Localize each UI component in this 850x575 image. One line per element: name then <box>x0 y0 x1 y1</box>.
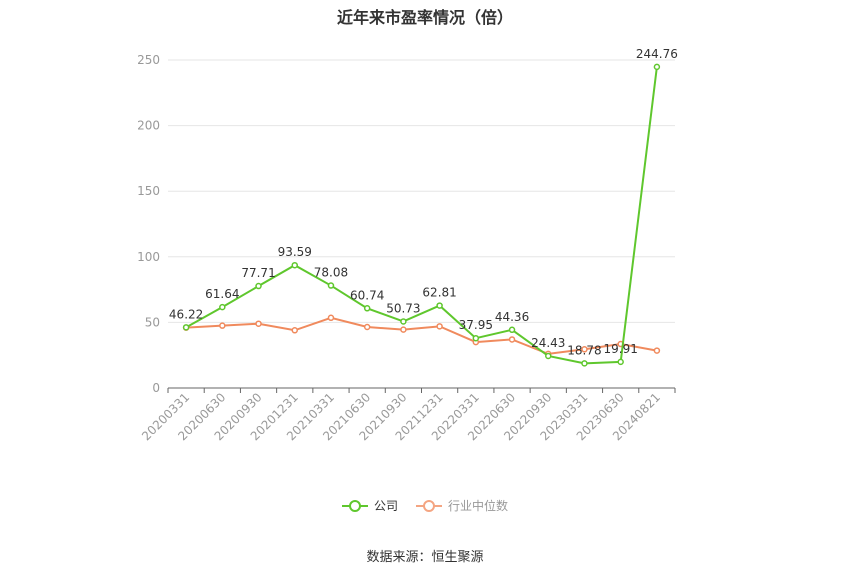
data-point[interactable] <box>436 302 443 309</box>
data-label: 78.08 <box>314 266 348 280</box>
data-point[interactable] <box>291 327 298 334</box>
data-point[interactable] <box>581 360 588 367</box>
legend-label-industry-median: 行业中位数 <box>448 499 509 513</box>
data-label: 61.64 <box>205 287 239 301</box>
data-point[interactable] <box>545 352 552 360</box>
x-axis: 2020033120200630202009302020123120210331… <box>139 387 676 443</box>
y-tick-label: 150 <box>137 184 160 198</box>
series-group <box>182 63 661 367</box>
data-label: 19.91 <box>603 342 637 356</box>
line-chart: 0 50 100 150 200 250 202003312020063020200930… <box>137 47 678 443</box>
data-point[interactable] <box>472 334 480 342</box>
data-point[interactable] <box>653 347 661 354</box>
data-source: 数据来源：恒生聚源 <box>366 550 484 565</box>
data-label: 24.43 <box>531 336 565 350</box>
data-point[interactable] <box>182 324 190 331</box>
data-point[interactable] <box>327 314 335 322</box>
legend-item-company[interactable]: 公司 <box>341 497 398 514</box>
data-point[interactable] <box>653 63 661 71</box>
chart-title: 近年来市盈率情况（倍） <box>336 8 513 27</box>
data-label: 18.78 <box>567 343 601 357</box>
y-axis-ticks: 0 50 100 150 200 250 <box>137 53 160 395</box>
data-label: 62.81 <box>422 286 456 300</box>
legend-label-company: 公司 <box>373 499 398 513</box>
data-point[interactable] <box>436 323 443 330</box>
data-label: 60.74 <box>350 288 384 302</box>
data-label: 44.36 <box>495 310 529 324</box>
data-point[interactable] <box>327 282 335 289</box>
data-label: 46.22 <box>169 307 203 321</box>
legend-item-industry-median[interactable]: 行业中位数 <box>416 497 508 514</box>
data-point[interactable] <box>291 261 298 269</box>
data-point[interactable] <box>255 282 262 290</box>
data-point[interactable] <box>400 326 407 333</box>
data-label: 50.73 <box>386 301 420 315</box>
data-label: 77.71 <box>241 266 275 280</box>
data-labels: 46.2261.6477.7193.5978.0860.7450.7362.81… <box>169 47 678 357</box>
data-point[interactable] <box>363 323 371 331</box>
y-tick-label: 250 <box>137 53 160 67</box>
data-label: 244.76 <box>636 47 678 61</box>
y-tick-label: 100 <box>137 250 160 264</box>
data-point[interactable] <box>219 322 226 329</box>
data-point[interactable] <box>363 305 371 312</box>
y-tick-label: 0 <box>152 381 160 395</box>
legend: 公司 行业中位数 <box>0 497 850 514</box>
data-label: 37.95 <box>459 318 493 332</box>
data-point[interactable] <box>581 346 588 353</box>
data-point[interactable] <box>508 336 516 343</box>
data-point[interactable] <box>617 358 624 366</box>
series-line <box>186 316 658 355</box>
data-point[interactable] <box>400 318 407 325</box>
circle-line-icon <box>341 499 368 512</box>
series-line <box>185 66 658 365</box>
y-tick-label: 200 <box>137 119 160 133</box>
circle-line-icon <box>416 499 442 512</box>
data-point[interactable] <box>219 303 226 311</box>
y-tick-label: 50 <box>145 315 160 329</box>
grid-lines <box>168 59 675 323</box>
data-label: 93.59 <box>278 245 312 259</box>
data-point[interactable] <box>508 326 516 334</box>
data-point[interactable] <box>255 320 262 327</box>
